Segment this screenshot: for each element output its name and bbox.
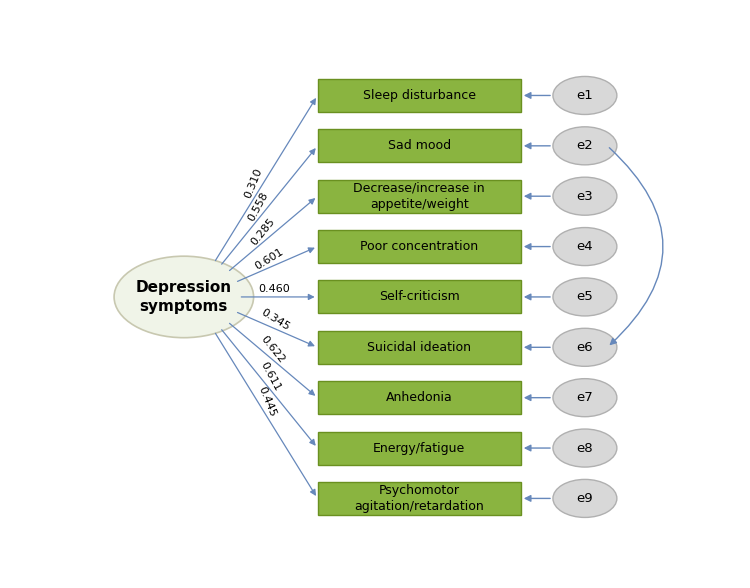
Ellipse shape: [553, 379, 616, 417]
Text: 0.558: 0.558: [246, 191, 270, 223]
Text: 0.445: 0.445: [256, 385, 278, 419]
Text: 0.285: 0.285: [249, 216, 277, 247]
Text: Decrease/increase in
appetite/weight: Decrease/increase in appetite/weight: [353, 182, 485, 211]
Text: e8: e8: [577, 442, 593, 455]
Text: Psychomotor
agitation/retardation: Psychomotor agitation/retardation: [355, 484, 484, 513]
Text: e3: e3: [577, 190, 593, 203]
FancyBboxPatch shape: [317, 331, 521, 364]
Ellipse shape: [114, 256, 254, 338]
Text: Self-criticism: Self-criticism: [379, 290, 460, 303]
Ellipse shape: [553, 177, 616, 215]
Text: e5: e5: [577, 290, 593, 303]
Ellipse shape: [553, 328, 616, 366]
FancyArrowPatch shape: [609, 148, 663, 345]
Text: e7: e7: [577, 391, 593, 404]
FancyBboxPatch shape: [317, 280, 521, 313]
Ellipse shape: [553, 76, 616, 115]
Text: 0.345: 0.345: [259, 308, 291, 333]
Text: 0.460: 0.460: [258, 284, 290, 294]
Text: Suicidal ideation: Suicidal ideation: [368, 341, 471, 354]
Ellipse shape: [553, 127, 616, 165]
Text: Depression
symptoms: Depression symptoms: [136, 279, 232, 315]
Text: Poor concentration: Poor concentration: [360, 240, 478, 253]
Text: 0.601: 0.601: [254, 246, 285, 271]
Text: Energy/fatigue: Energy/fatigue: [374, 442, 465, 455]
Ellipse shape: [553, 429, 616, 467]
Text: 0.611: 0.611: [258, 360, 282, 393]
FancyBboxPatch shape: [317, 79, 521, 112]
FancyBboxPatch shape: [317, 432, 521, 465]
Text: Sad mood: Sad mood: [388, 139, 451, 152]
Ellipse shape: [553, 278, 616, 316]
Text: e2: e2: [577, 139, 593, 152]
Ellipse shape: [553, 228, 616, 266]
Text: 0.622: 0.622: [259, 334, 286, 365]
Ellipse shape: [553, 479, 616, 517]
Text: e4: e4: [577, 240, 593, 253]
FancyBboxPatch shape: [317, 180, 521, 213]
Text: e1: e1: [577, 89, 593, 102]
Text: 0.310: 0.310: [243, 166, 264, 199]
FancyBboxPatch shape: [317, 381, 521, 414]
Text: e9: e9: [577, 492, 593, 505]
Text: Anhedonia: Anhedonia: [386, 391, 453, 404]
FancyBboxPatch shape: [317, 230, 521, 263]
FancyBboxPatch shape: [317, 482, 521, 515]
FancyBboxPatch shape: [317, 129, 521, 162]
Text: Sleep disturbance: Sleep disturbance: [363, 89, 476, 102]
Text: e6: e6: [577, 341, 593, 354]
